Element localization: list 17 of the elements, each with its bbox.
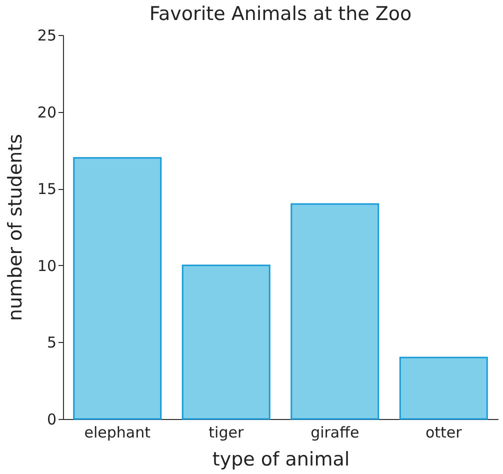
y-tick-label: 20 [37, 103, 56, 122]
chart-title: Favorite Animals at the Zoo [149, 3, 412, 25]
x-tick-label: elephant [84, 424, 151, 442]
bar [399, 356, 488, 420]
y-tick-label: 10 [37, 256, 56, 275]
x-tick-label: giraffe [310, 424, 360, 442]
x-tick-label: otter [425, 424, 463, 442]
y-tick-label: 25 [37, 26, 56, 44]
x-axis-title: type of animal [212, 448, 350, 470]
x-tick-label: tiger [208, 424, 244, 442]
y-tick-label: 15 [37, 180, 56, 198]
y-axis-title: number of students [4, 134, 26, 322]
y-tick-label: 5 [46, 334, 56, 352]
bar [290, 203, 380, 420]
bar [182, 264, 270, 420]
bar [73, 157, 162, 420]
y-tick-label: 0 [46, 410, 56, 428]
